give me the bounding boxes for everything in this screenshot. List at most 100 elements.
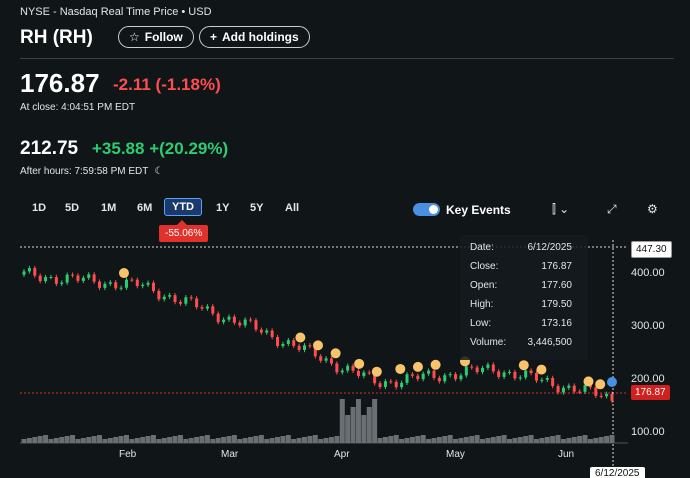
candle-body	[135, 279, 139, 287]
volume-bar	[21, 439, 27, 443]
candle-body	[65, 274, 69, 283]
volume-bar	[533, 439, 539, 443]
tooltip-row: Volume: 3,446,500	[470, 337, 572, 350]
candle-body	[292, 340, 296, 346]
plus-icon: +	[210, 30, 218, 44]
volume-bar	[571, 437, 577, 443]
follow-button[interactable]: ☆ Follow	[118, 26, 194, 48]
volume-bar	[566, 438, 572, 443]
x-tick: Feb	[119, 449, 137, 460]
ah-change-value: +35.88	[92, 139, 145, 158]
candle-body	[141, 284, 145, 287]
candle-body	[367, 372, 371, 374]
x-tick: Mar	[221, 449, 239, 460]
candle-body	[383, 381, 387, 387]
event-marker[interactable]	[518, 360, 529, 371]
event-marker[interactable]	[583, 376, 594, 387]
event-marker[interactable]	[395, 363, 406, 374]
volume-bar	[587, 439, 593, 443]
candle-body	[373, 372, 377, 384]
expand-icon[interactable]: ⤢	[607, 202, 617, 216]
candle-body	[567, 385, 571, 388]
candle-body	[599, 395, 603, 397]
event-marker[interactable]	[295, 332, 306, 343]
candle-body	[340, 370, 344, 373]
event-marker[interactable]	[313, 340, 323, 351]
volume-bar	[517, 437, 523, 443]
event-marker[interactable]	[371, 366, 382, 377]
candle-body	[108, 282, 112, 284]
header-divider	[20, 58, 674, 59]
candle-body	[297, 345, 301, 350]
candle-body	[33, 268, 37, 276]
volume-bar	[215, 438, 221, 443]
volume-bar	[366, 407, 372, 443]
candle-body	[157, 290, 161, 300]
candle-body	[303, 345, 307, 350]
range-1y[interactable]: 1Y	[216, 202, 230, 214]
candle-body	[44, 277, 48, 282]
tooltip-row: Close: 176.87	[470, 261, 572, 274]
event-marker[interactable]	[354, 358, 365, 369]
candle-body	[49, 277, 53, 279]
volume-bar	[302, 437, 308, 443]
candle-body	[362, 372, 366, 377]
exchange-label: NYSE - Nasdaq Real Time Price • USD	[20, 6, 212, 18]
tooltip-label: Low:	[470, 318, 492, 329]
candle-body	[329, 358, 333, 364]
key-events-label: Key Events	[446, 203, 511, 217]
gear-icon[interactable]: ⚙	[647, 202, 658, 216]
volume-bar	[134, 438, 140, 443]
event-marker[interactable]	[412, 361, 423, 372]
volume-bar	[64, 436, 70, 443]
candle-body	[459, 375, 463, 380]
range-ytd[interactable]: YTD	[164, 198, 202, 216]
x-tick: May	[446, 449, 465, 460]
event-marker[interactable]	[330, 348, 341, 359]
event-marker[interactable]	[118, 268, 129, 279]
candle-body	[432, 370, 436, 378]
tooltip-value: 176.87	[541, 261, 572, 272]
volume-bars	[21, 399, 615, 443]
candle-body	[464, 366, 468, 376]
volume-bar	[86, 437, 92, 443]
candle-body	[38, 275, 42, 282]
volume-bar	[199, 436, 205, 443]
key-events-toggle[interactable]	[413, 203, 440, 216]
range-5y[interactable]: 5Y	[250, 202, 264, 214]
range-1m[interactable]: 1M	[101, 202, 117, 214]
volume-bar	[210, 439, 216, 443]
volume-bar	[345, 415, 351, 443]
tooltip-value: 6/12/2025	[527, 242, 573, 253]
range-5d[interactable]: 5D	[65, 202, 80, 214]
add-holdings-button[interactable]: + Add holdings	[199, 26, 310, 48]
candle-body	[470, 366, 474, 368]
high-price-tag: 447.30	[631, 241, 672, 258]
after-hours-price: 212.75	[20, 138, 79, 159]
range-all[interactable]: All	[285, 202, 300, 214]
tooltip-row: Date: 6/12/2025	[470, 242, 572, 255]
tooltip-value: 177.60	[541, 280, 572, 291]
volume-bar	[604, 436, 610, 443]
volume-bar	[183, 439, 189, 443]
candle-body	[151, 282, 155, 291]
candle-body	[540, 379, 544, 381]
tooltip-label: High:	[470, 299, 494, 310]
indicator-icon[interactable]: ⫿ ⌄	[552, 202, 570, 216]
volume-bar	[156, 439, 162, 443]
range-1d[interactable]: 1D	[32, 202, 47, 214]
range-6m[interactable]: 6M	[137, 202, 153, 214]
current-point-marker[interactable]	[607, 377, 617, 387]
volume-bar	[404, 438, 410, 443]
candle-body	[497, 371, 501, 377]
event-marker[interactable]	[430, 359, 441, 370]
volume-bar	[426, 439, 432, 443]
candle-body	[351, 365, 355, 371]
volume-bar	[194, 437, 200, 443]
volume-bar	[118, 436, 124, 443]
candle-body	[356, 370, 360, 377]
event-marker[interactable]	[595, 379, 606, 390]
candle-body	[534, 373, 538, 381]
event-marker[interactable]	[536, 364, 547, 375]
